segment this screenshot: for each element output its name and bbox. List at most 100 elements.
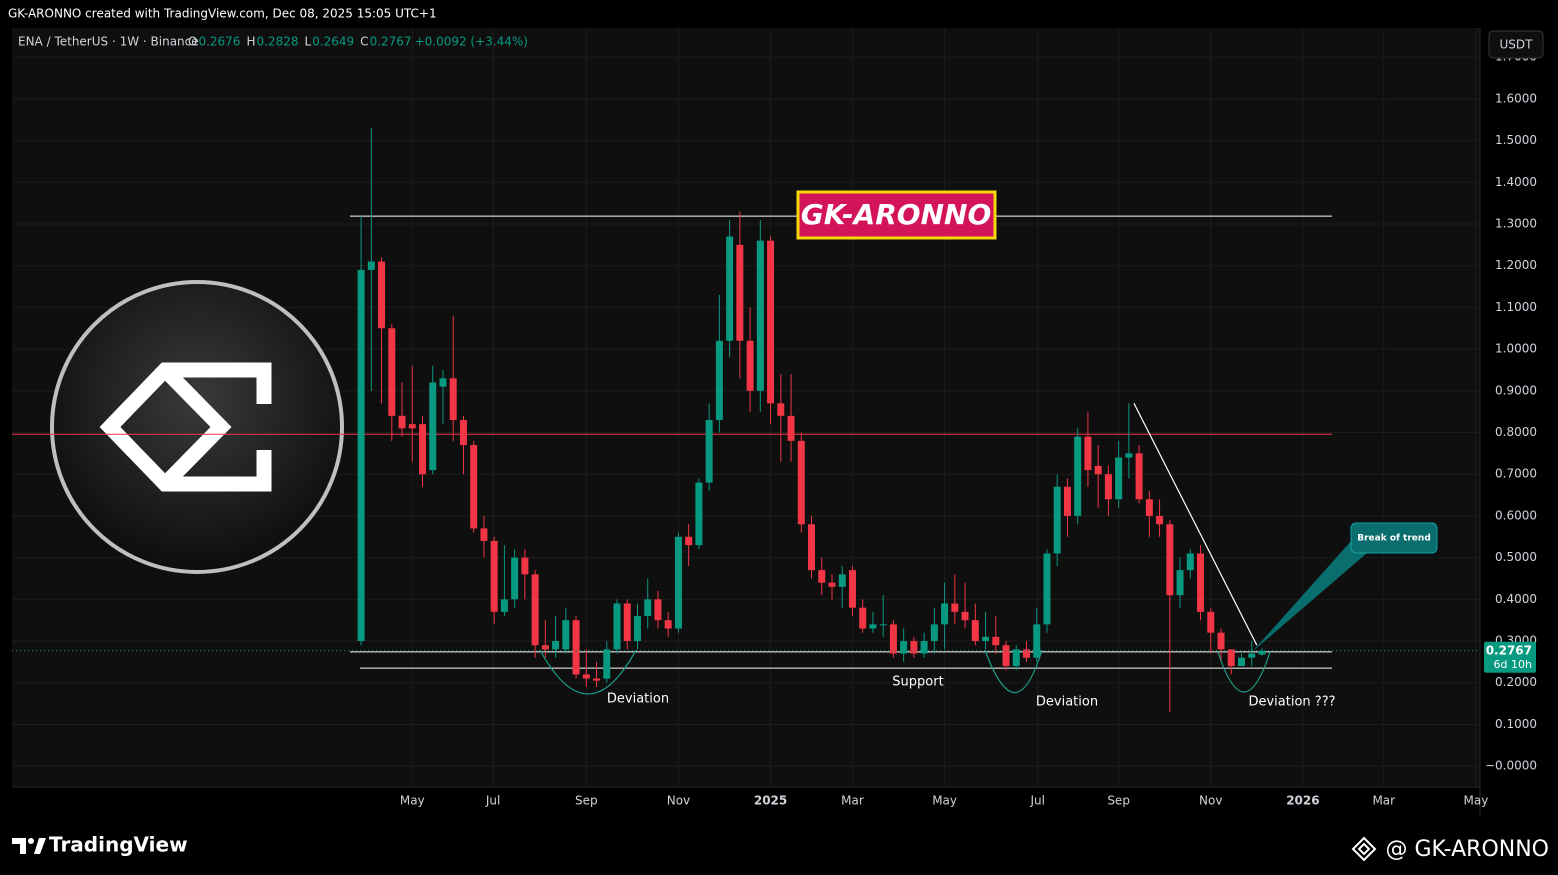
candle-body	[419, 424, 427, 475]
x-tick-label: Mar	[841, 794, 864, 808]
candle-body	[1022, 649, 1030, 658]
callout-text: Break of trend	[1357, 534, 1431, 544]
candle-body	[1207, 611, 1215, 633]
candle-body	[900, 641, 908, 654]
candle-body	[562, 620, 570, 650]
ohlc-change: +0.0092 (+3.44%)	[415, 35, 528, 49]
candle-body	[736, 244, 744, 341]
candle-body	[541, 645, 549, 650]
currency-button[interactable]	[1488, 30, 1544, 59]
y-tick-label: −0.0000	[1485, 759, 1537, 773]
candle-body	[777, 403, 785, 416]
candle-body	[1217, 632, 1225, 650]
candle-body	[388, 328, 396, 416]
candle-body	[971, 620, 979, 642]
x-tick-label: May	[1463, 794, 1488, 808]
annotation: Deviation	[1036, 695, 1098, 710]
candle-body	[470, 445, 478, 529]
candle-body	[1115, 457, 1123, 500]
last-price-box	[1484, 641, 1536, 673]
candle-body	[1166, 524, 1174, 596]
callout-box	[1350, 522, 1438, 554]
candle-body	[992, 636, 1000, 646]
candle-body	[818, 570, 826, 583]
ohlc-value: 0.2676	[198, 35, 240, 49]
y-tick-label: 0.1000	[1495, 717, 1537, 731]
candle-body	[367, 261, 375, 270]
candle-body	[848, 570, 856, 608]
candle-body	[1094, 465, 1102, 475]
candle-body	[459, 420, 467, 446]
ohlc-value: 0.2767	[370, 35, 412, 49]
candle-body	[593, 678, 601, 681]
candle-body	[715, 340, 723, 421]
candle-body	[879, 624, 887, 626]
candle-body	[756, 240, 764, 391]
x-tick-label: May	[932, 794, 957, 808]
candle-body	[633, 616, 641, 642]
candle-body	[378, 261, 386, 329]
candle-body	[1237, 657, 1245, 667]
x-tick-label: 2025	[754, 794, 787, 808]
candle-body	[1012, 649, 1020, 667]
handle: @ GK-ARONNO	[1386, 837, 1550, 862]
annotation: Deviation ???	[1248, 695, 1335, 710]
candle-body	[961, 611, 969, 621]
candle-body	[449, 378, 457, 421]
tradingview-logo	[12, 838, 46, 854]
candle-body	[685, 536, 693, 546]
y-tick-label: 1.1000	[1495, 300, 1537, 314]
countdown: 6d 10h	[1494, 658, 1532, 671]
x-tick-label: May	[400, 794, 425, 808]
candle-body	[726, 236, 734, 341]
handle-icon	[1351, 836, 1377, 862]
deviation-arc	[984, 649, 1043, 694]
y-tick-label: 1.3000	[1495, 217, 1537, 231]
candle-body	[429, 382, 437, 471]
x-tick-label: Sep	[575, 794, 598, 808]
symbol: ENA / TetherUS · 1W · Binance	[18, 35, 199, 49]
candle-body	[695, 482, 703, 546]
candle-body	[1145, 499, 1153, 516]
overlay: Break of trend Deviation Support Deviation D…	[12, 403, 1480, 710]
candle-body	[613, 603, 621, 650]
x-tick-label: Jul	[485, 794, 500, 808]
y-tick-label: 1.4000	[1495, 175, 1537, 189]
candle-body	[644, 599, 652, 617]
axes: −0.00000.10000.20000.30000.40000.50000.6…	[400, 50, 1537, 808]
candle-body	[1084, 436, 1092, 471]
y-tick-label: 0.9000	[1495, 383, 1537, 397]
candle-body	[705, 420, 713, 483]
x-tick-label: Mar	[1372, 794, 1395, 808]
candle-body	[552, 641, 560, 650]
y-tick-label: 0.4000	[1495, 592, 1537, 606]
candle-body	[1002, 645, 1010, 667]
candle-body	[572, 620, 580, 675]
y-tick-label: 1.2000	[1495, 258, 1537, 272]
candle-body	[787, 415, 795, 441]
candle-body	[746, 340, 754, 391]
candle-body	[910, 641, 918, 654]
candle-body	[828, 582, 836, 587]
candle-body	[521, 557, 529, 575]
candle-body	[920, 641, 928, 654]
candle-body	[1104, 474, 1112, 500]
banner	[796, 190, 997, 240]
candle-body	[1227, 649, 1235, 667]
candle-body	[1197, 553, 1205, 612]
candles	[357, 128, 1266, 712]
y-tick-label: 0.6000	[1495, 508, 1537, 522]
candle-body	[408, 424, 416, 429]
candle-body	[500, 599, 508, 612]
ohlc-legend: O 0.2676 H 0.2828 L 0.2649 C 0.2767 +0.0092 (+3.…	[188, 35, 528, 49]
candle-body	[838, 574, 846, 587]
candle-body	[1125, 453, 1133, 458]
y-tick-label: 0.8000	[1495, 425, 1537, 439]
annotation: Deviation	[607, 692, 669, 707]
candle-body	[941, 603, 949, 625]
candle-body	[674, 536, 682, 629]
currency[interactable]: USDT	[1500, 38, 1534, 52]
x-tick-label: Nov	[667, 794, 690, 808]
token-logo	[50, 280, 344, 574]
